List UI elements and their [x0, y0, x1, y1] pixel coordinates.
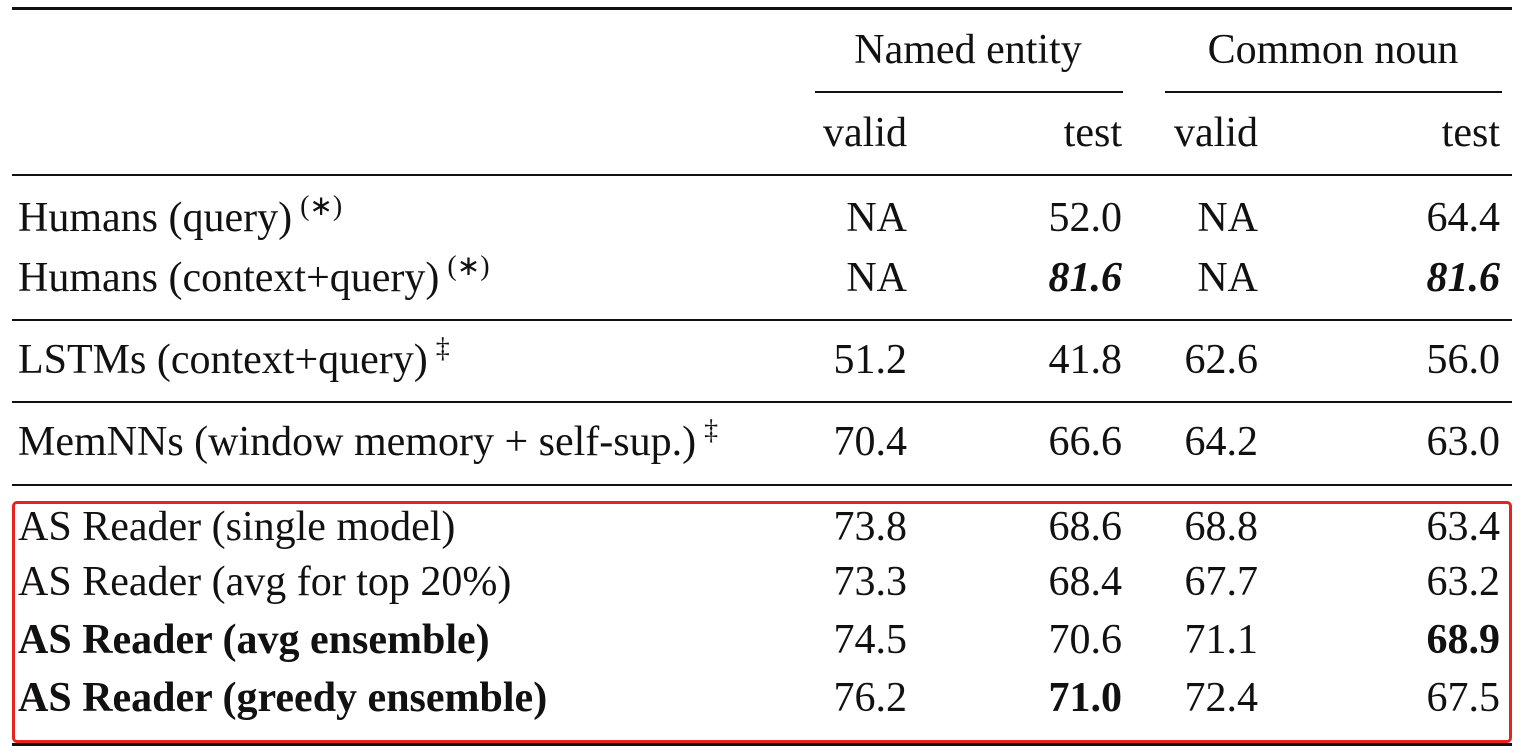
mid-rule [12, 319, 1512, 321]
cell: 63.0 [1426, 419, 1501, 465]
cell: 67.5 [1426, 675, 1501, 721]
footnote-mark: (∗) [447, 251, 490, 282]
cell: NA [846, 195, 907, 241]
cell: 74.5 [833, 617, 908, 663]
row-label: AS Reader (avg for top 20%) [18, 561, 511, 603]
group-rule [815, 91, 1123, 93]
cell: 62.6 [1184, 337, 1259, 383]
highlight-box [12, 501, 1512, 743]
row-label: AS Reader (single model) [18, 506, 455, 548]
cell: NA [1197, 195, 1258, 241]
cell: 70.6 [1048, 617, 1123, 663]
cell: 41.8 [1048, 337, 1123, 383]
label-text: AS Reader (avg for top 20%) [18, 559, 512, 605]
row-label: LSTMs (context+query) ‡ [18, 335, 450, 383]
cell: 64.2 [1184, 419, 1259, 465]
cell: 71.1 [1184, 617, 1259, 663]
cell: 76.2 [833, 675, 908, 721]
column-header: valid [823, 110, 907, 156]
label-text: AS Reader (greedy ensemble) [18, 675, 548, 721]
row-label: MemNNs (window memory + self-sup.) ‡ [18, 417, 718, 465]
cell: NA [1197, 255, 1258, 301]
group-header: Named entity [854, 27, 1082, 73]
cell: 68.6 [1048, 504, 1123, 550]
label-text: AS Reader (avg ensemble) [18, 617, 490, 663]
column-header: valid [1174, 110, 1258, 156]
footnote-mark: ‡ [704, 415, 719, 446]
bottom-rule [12, 743, 1512, 746]
cell: 51.2 [833, 337, 908, 383]
cell: 52.0 [1048, 195, 1123, 241]
row-label: AS Reader (greedy ensemble) [18, 677, 547, 719]
footnote-mark: ‡ [435, 333, 450, 364]
cell: 66.6 [1048, 419, 1123, 465]
column-header: test [1063, 110, 1122, 156]
group-rule [1165, 91, 1502, 93]
cell: 68.9 [1426, 617, 1501, 663]
top-rule [12, 7, 1512, 10]
cell: 63.2 [1426, 559, 1501, 605]
mid-rule [12, 401, 1512, 403]
cell: NA [846, 255, 907, 301]
group-header: Common noun [1207, 27, 1459, 73]
cell: 63.4 [1426, 504, 1501, 550]
cell: 68.4 [1048, 559, 1123, 605]
cell: 64.4 [1426, 195, 1501, 241]
label-text: MemNNs (window memory + self-sup.) [18, 419, 697, 465]
cell: 73.3 [833, 559, 908, 605]
cell: 71.0 [1048, 675, 1123, 721]
footnote-mark: (∗) [300, 191, 343, 222]
column-header: test [1441, 110, 1500, 156]
label-text: Humans (query) [18, 195, 293, 241]
cell: 67.7 [1184, 559, 1259, 605]
row-label: Humans (context+query) (∗) [18, 253, 490, 301]
row-label: Humans (query) (∗) [18, 193, 342, 241]
cell: 56.0 [1426, 337, 1501, 383]
cell: 70.4 [833, 419, 908, 465]
cell: 81.6 [1048, 255, 1123, 301]
cell: 73.8 [833, 504, 908, 550]
label-text: AS Reader (single model) [18, 504, 456, 550]
cell: 68.8 [1184, 504, 1259, 550]
mid-rule [12, 174, 1512, 176]
row-label: AS Reader (avg ensemble) [18, 619, 490, 661]
mid-rule [12, 484, 1512, 486]
cell: 72.4 [1184, 675, 1259, 721]
label-text: LSTMs (context+query) [18, 337, 428, 383]
label-text: Humans (context+query) [18, 255, 440, 301]
cell: 81.6 [1426, 255, 1501, 301]
